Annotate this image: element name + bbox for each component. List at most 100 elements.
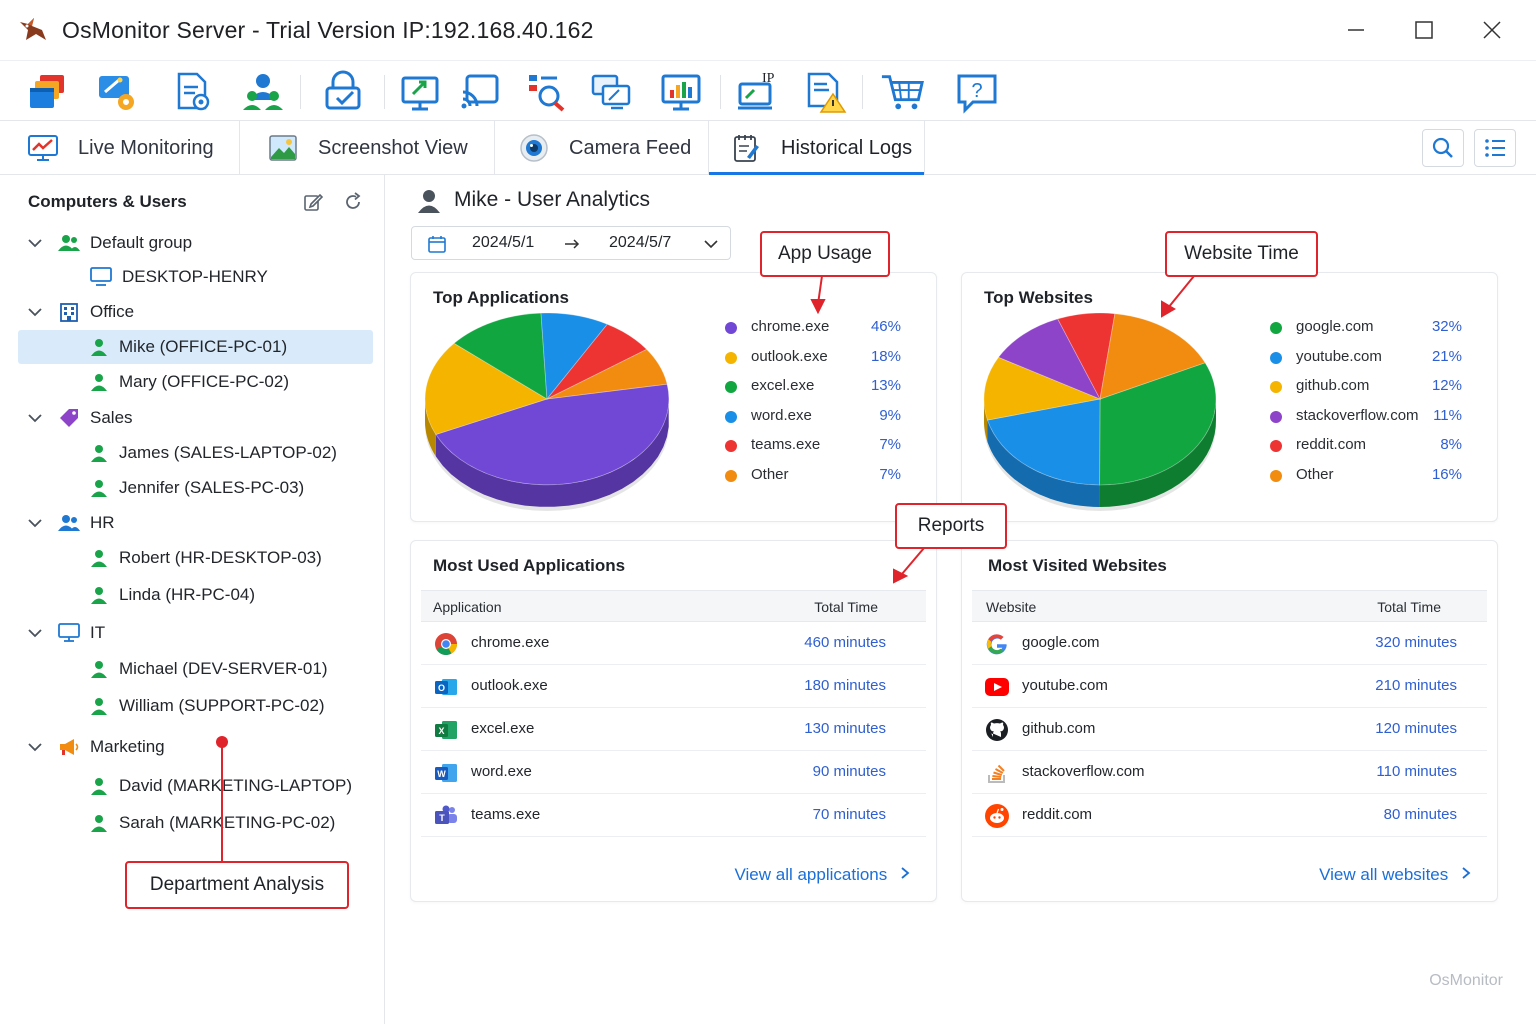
remote-control-icon[interactable] xyxy=(398,69,444,115)
tree-item-robert[interactable]: Robert (HR-DESKTOP-03) xyxy=(18,541,373,575)
tree-item-jennifer[interactable]: Jennifer (SALES-PC-03) xyxy=(18,471,373,505)
tab-live-monitoring[interactable]: Live Monitoring xyxy=(0,121,240,175)
legend-percent: 9% xyxy=(879,406,901,424)
policy-settings-icon[interactable] xyxy=(170,69,216,115)
legend-swatch xyxy=(1270,410,1282,423)
legend-swatch xyxy=(1270,469,1282,482)
tree-group-hr[interactable]: HR xyxy=(18,506,373,540)
tree-group-marketing[interactable]: Marketing xyxy=(18,730,373,764)
legend-label: word.exe xyxy=(751,406,812,424)
shopping-cart-icon[interactable] xyxy=(880,69,926,115)
legend-label: Other xyxy=(1296,465,1334,483)
pie-slice-stackoverflow-com[interactable] xyxy=(997,318,1101,400)
windows-icon[interactable] xyxy=(24,69,70,115)
list-view-button[interactable] xyxy=(1474,129,1516,167)
chevron-down-icon[interactable] xyxy=(28,626,42,640)
report-chart-icon[interactable] xyxy=(658,69,704,115)
chevron-down-icon[interactable] xyxy=(28,740,42,754)
tree-item-desktop-henry[interactable]: DESKTOP-HENRY xyxy=(18,260,373,294)
legend-item: youtube.com 21% xyxy=(1270,347,1462,369)
edit-icon xyxy=(304,193,323,211)
tree-item-mary[interactable]: Mary (OFFICE-PC-02) xyxy=(18,365,373,399)
callout-app-usage: App Usage xyxy=(760,231,890,277)
tree-group-default[interactable]: Default group xyxy=(18,226,373,260)
pie-slice-chrome-exe[interactable] xyxy=(435,383,670,486)
tab-camera-feed[interactable]: Camera Feed xyxy=(495,121,709,175)
chevron-down-icon[interactable] xyxy=(28,411,42,425)
table-row[interactable]: github.com 120 minutes xyxy=(972,708,1487,751)
table-row[interactable]: youtube.com 210 minutes xyxy=(972,665,1487,708)
legend-label: teams.exe xyxy=(751,436,821,453)
legend-label: reddit.com xyxy=(1296,436,1367,453)
tree-item-sarah[interactable]: Sarah (MARKETING-PC-02) xyxy=(18,806,373,840)
youtube-icon xyxy=(984,674,1010,700)
close-button[interactable] xyxy=(1472,12,1512,48)
toolbar-separator xyxy=(720,75,721,109)
pie-slice-excel-exe[interactable] xyxy=(453,313,548,400)
user-icon xyxy=(88,695,110,717)
ip-monitor-icon[interactable]: IP xyxy=(736,69,782,115)
pie-slice-word-exe[interactable] xyxy=(540,313,608,401)
users-icon[interactable] xyxy=(240,69,286,115)
legend-percent: 13% xyxy=(870,377,901,394)
pie-slice-teams-exe[interactable] xyxy=(546,323,648,400)
view-all-websites-link[interactable]: View all websites xyxy=(1319,865,1471,885)
search-list-icon[interactable] xyxy=(524,69,570,115)
legend-label: outlook.exe xyxy=(751,347,828,365)
chevron-down-icon[interactable] xyxy=(28,305,42,319)
help-icon[interactable]: ? xyxy=(954,69,1000,115)
pie-slice-outlook-exe[interactable] xyxy=(425,342,548,435)
pie-slice-other[interactable] xyxy=(546,348,668,400)
edit-button[interactable] xyxy=(302,191,324,213)
pie-slice-google-com[interactable] xyxy=(1099,362,1217,486)
table-row[interactable]: chrome.exe 460 minutes xyxy=(421,622,926,665)
pie-slice-youtube-com[interactable] xyxy=(986,398,1101,486)
tree-label: Sarah (MARKETING-PC-02) xyxy=(119,813,336,832)
maximize-button[interactable] xyxy=(1404,12,1444,48)
view-all-applications-link[interactable]: View all applications xyxy=(734,865,910,885)
tree-group-sales[interactable]: Sales xyxy=(18,401,373,435)
tree-item-william[interactable]: William (SUPPORT-PC-02) xyxy=(18,689,373,723)
tree-item-david[interactable]: David (MARKETING-LAPTOP) xyxy=(18,769,373,803)
pie-slice-side xyxy=(425,399,436,457)
tree-label: Mike (OFFICE-PC-01) xyxy=(119,337,288,356)
column-header: Total Time xyxy=(1377,599,1441,615)
tab-historical-logs[interactable]: Historical Logs xyxy=(709,121,925,176)
tree-group-it[interactable]: IT xyxy=(18,616,373,650)
chevron-down-icon[interactable] xyxy=(28,236,42,250)
chevron-down-icon[interactable] xyxy=(28,516,42,530)
search-icon xyxy=(1432,137,1453,158)
minimize-button[interactable] xyxy=(1336,12,1376,48)
refresh-button[interactable] xyxy=(342,191,364,213)
pie-slice-github-com[interactable] xyxy=(983,356,1102,421)
lock-check-icon[interactable] xyxy=(320,69,366,115)
chevron-down-icon[interactable] xyxy=(704,239,718,249)
tree-item-mike[interactable]: Mike (OFFICE-PC-01) xyxy=(18,330,373,364)
legend-swatch xyxy=(725,381,737,393)
tree-item-linda[interactable]: Linda (HR-PC-04) xyxy=(18,578,373,612)
alert-log-icon[interactable] xyxy=(802,69,848,115)
table-header: Application Total Time xyxy=(421,590,926,622)
screens-icon[interactable] xyxy=(588,69,634,115)
tab-screenshot-view[interactable]: Screenshot View xyxy=(240,121,495,175)
tree-item-james[interactable]: James (SALES-LAPTOP-02) xyxy=(18,436,373,470)
calendar-icon xyxy=(428,236,446,253)
group-icon xyxy=(58,232,80,254)
tree-group-office[interactable]: Office xyxy=(18,295,373,329)
date-range-picker[interactable]: 2024/5/1 2024/5/7 xyxy=(411,226,731,260)
table-row[interactable]: stackoverflow.com 110 minutes xyxy=(972,751,1487,794)
pie-slice-other[interactable] xyxy=(1099,313,1206,400)
search-button[interactable] xyxy=(1422,129,1464,167)
tree-item-michael[interactable]: Michael (DEV-SERVER-01) xyxy=(18,652,373,686)
tree-label: Marketing xyxy=(90,737,165,756)
user-icon xyxy=(88,584,110,606)
table-row[interactable]: google.com 320 minutes xyxy=(972,622,1487,665)
pie-slice-reddit-com[interactable] xyxy=(1057,313,1116,401)
settings-wand-icon[interactable] xyxy=(94,69,140,115)
cast-icon[interactable] xyxy=(458,69,504,115)
table-row[interactable]: reddit.com 80 minutes xyxy=(972,794,1487,837)
